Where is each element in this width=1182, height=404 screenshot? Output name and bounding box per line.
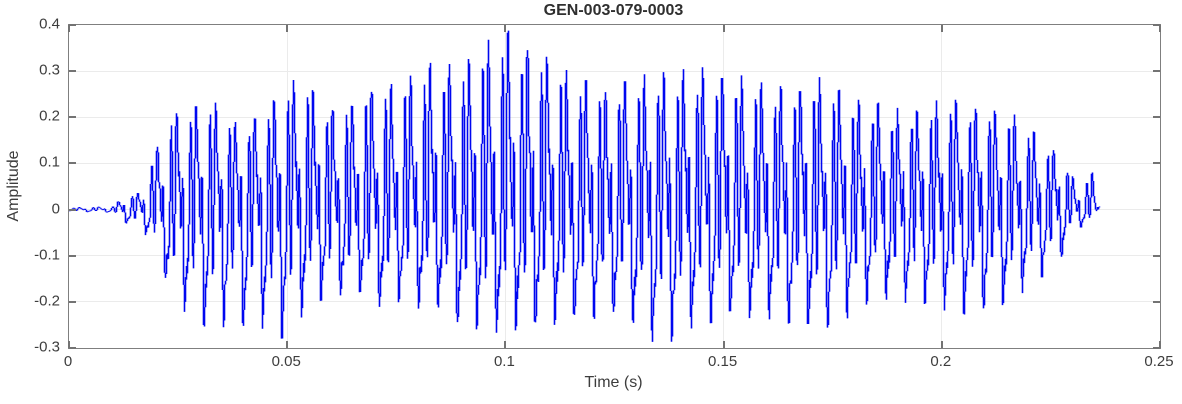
tick-mark [504,341,507,348]
chart-title: GEN-003-079-0003 [543,2,684,19]
tick-mark [504,25,507,32]
x-tick-label: 0.1 [493,353,515,370]
y-tick-label: 0 [51,200,60,218]
y-tick-label: 0.2 [39,107,60,125]
tick-mark [722,341,725,348]
tick-mark [1153,300,1160,303]
tick-mark [940,25,943,32]
tick-mark [68,341,70,348]
x-tick-label: 0 [63,353,73,370]
tick-mark [1153,70,1160,73]
y-tick-label: 0.1 [39,153,60,171]
y-tick-label: -0.1 [34,246,60,264]
tick-mark [1153,208,1160,211]
tick-mark [69,24,76,26]
tick-mark [69,300,76,303]
tick-mark [940,341,943,348]
y-tick-label: 0.4 [39,15,60,33]
waveform-canvas [69,25,1160,348]
y-tick-label: -0.3 [34,338,60,356]
tick-mark [1159,341,1161,348]
tick-mark [1153,116,1160,119]
tick-mark [286,341,289,348]
y-tick-label: -0.2 [34,292,60,310]
tick-mark [1159,25,1161,32]
tick-mark [286,25,289,32]
tick-mark [69,254,76,257]
tick-mark [722,25,725,32]
tick-mark [69,347,76,349]
tick-mark [69,70,76,73]
x-tick-label: 0.05 [271,353,301,370]
tick-mark [1153,347,1160,349]
x-axis-label: Time (s) [584,374,643,391]
tick-mark [1153,162,1160,165]
tick-mark [69,208,76,211]
y-axis-label: Amplitude [5,150,22,222]
x-tick-label: 0.2 [930,353,952,370]
tick-mark [1153,24,1160,26]
tick-mark [69,116,76,119]
x-tick-label: 0.15 [707,353,738,370]
tick-mark [68,25,70,32]
plot-area [68,24,1161,349]
x-tick-label: 0.25 [1144,353,1174,370]
tick-mark [69,162,76,165]
tick-mark [1153,254,1160,257]
y-tick-label: 0.3 [39,61,60,79]
